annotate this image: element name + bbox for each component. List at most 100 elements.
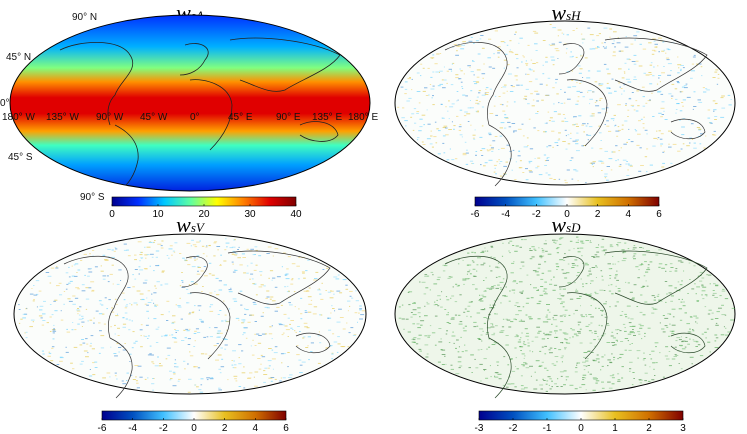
speckle-dot <box>450 318 455 320</box>
speckle-dot <box>643 72 646 74</box>
speckle-dot <box>661 328 665 330</box>
speckle-dot <box>730 99 732 100</box>
speckle-dot <box>413 337 417 339</box>
speckle-dot <box>554 348 557 349</box>
field-speckle <box>398 236 736 392</box>
speckle-dot <box>317 362 321 364</box>
speckle-dot <box>94 266 98 268</box>
speckle-dot <box>631 384 634 386</box>
speckle-dot <box>416 91 421 92</box>
speckle-dot <box>564 117 566 119</box>
speckle-dot <box>547 334 552 336</box>
speckle-dot <box>724 334 729 336</box>
speckle-dot <box>194 340 196 342</box>
speckle-dot <box>593 339 596 341</box>
speckle-dot <box>618 165 622 167</box>
speckle-dot <box>545 240 547 242</box>
speckle-dot <box>424 87 428 89</box>
speckle-dot <box>488 338 490 340</box>
speckle-dot <box>255 249 258 251</box>
speckle-dot <box>594 254 598 256</box>
speckle-dot <box>548 384 550 386</box>
speckle-dot <box>618 129 621 131</box>
speckle-dot <box>289 323 291 325</box>
speckle-dot <box>617 242 622 244</box>
speckle-dot <box>502 242 504 244</box>
speckle-dot <box>686 96 691 98</box>
speckle-dot <box>278 324 283 326</box>
speckle-dot <box>567 263 570 265</box>
speckle-dot <box>645 280 647 282</box>
speckle-dot <box>510 272 514 274</box>
speckle-dot <box>632 372 635 373</box>
speckle-dot <box>160 247 164 249</box>
speckle-dot <box>576 362 578 364</box>
speckle-dot <box>53 328 55 330</box>
speckle-dot <box>285 273 289 275</box>
speckle-dot <box>307 336 311 338</box>
speckle-dot <box>52 338 55 340</box>
speckle-dot <box>587 27 591 29</box>
speckle-dot <box>539 384 544 386</box>
colorbar-tick-label: 3 <box>680 423 686 434</box>
speckle-dot <box>580 305 581 307</box>
speckle-dot <box>420 324 423 326</box>
speckle-dot <box>571 267 575 268</box>
colorbar-tick-label: 2 <box>222 423 228 434</box>
speckle-dot <box>326 267 329 269</box>
speckle-dot <box>517 335 519 337</box>
lat-label-90s: 90° S <box>80 192 105 203</box>
speckle-dot <box>672 143 677 145</box>
speckle-dot <box>225 242 230 244</box>
speckle-dot <box>287 336 289 337</box>
speckle-dot <box>157 326 160 328</box>
speckle-dot <box>638 269 640 271</box>
speckle-dot <box>702 286 707 288</box>
speckle-dot <box>243 387 246 389</box>
map-wsA: 90° N 45° N 0° 45° S 90° S 180° W 135° W… <box>0 12 378 203</box>
speckle-dot <box>617 261 620 263</box>
speckle-dot <box>226 246 228 248</box>
speckle-dot <box>546 157 548 159</box>
speckle-dot <box>185 328 189 330</box>
speckle-dot <box>525 98 527 100</box>
speckle-dot <box>521 123 524 125</box>
speckle-dot <box>231 246 236 248</box>
speckle-dot <box>554 242 557 244</box>
speckle-dot <box>209 378 214 380</box>
speckle-dot <box>71 275 75 277</box>
speckle-dot <box>633 35 638 37</box>
speckle-dot <box>290 279 294 281</box>
speckle-dot <box>511 289 516 291</box>
speckle-dot <box>615 285 617 287</box>
speckle-dot <box>625 105 627 106</box>
speckle-dot <box>533 287 537 289</box>
speckle-dot <box>444 127 448 129</box>
speckle-dot <box>644 364 647 366</box>
speckle-dot <box>69 280 73 282</box>
speckle-dot <box>464 278 469 280</box>
speckle-dot <box>674 346 677 348</box>
speckle-dot <box>528 118 531 120</box>
speckle-dot <box>463 283 465 285</box>
speckle-dot <box>499 281 504 283</box>
speckle-dot <box>616 279 619 281</box>
speckle-dot <box>622 252 625 254</box>
speckle-dot <box>155 250 160 252</box>
speckle-dot <box>560 102 564 104</box>
speckle-dot <box>551 44 556 46</box>
speckle-dot <box>302 337 305 339</box>
speckle-dot <box>272 255 274 257</box>
speckle-dot <box>211 274 215 276</box>
speckle-dot <box>65 351 69 353</box>
speckle-dot <box>33 299 35 300</box>
speckle-dot <box>209 292 213 294</box>
speckle-dot <box>594 102 597 103</box>
speckle-dot <box>475 151 478 152</box>
speckle-dot <box>501 104 504 106</box>
speckle-dot <box>189 351 191 353</box>
speckle-dot <box>439 298 441 300</box>
speckle-dot <box>584 264 589 266</box>
speckle-dot <box>259 271 263 273</box>
speckle-dot <box>261 356 266 358</box>
